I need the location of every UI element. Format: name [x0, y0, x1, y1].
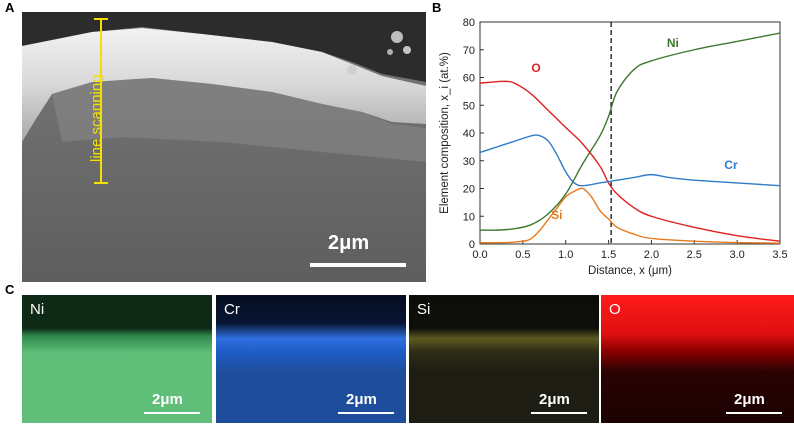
element-map-scale-bar — [726, 412, 782, 414]
element-map-label: Cr — [224, 301, 240, 318]
x-tick-label: 3.5 — [772, 249, 787, 261]
series-label-si: Si — [551, 208, 562, 222]
panel-letter-a: A — [5, 0, 15, 15]
line-scan-label: line scanning — [88, 74, 105, 162]
y-axis-label: Element composition, x_i (at.%) — [439, 52, 451, 214]
y-tick-label: 30 — [463, 156, 475, 168]
x-tick-label: 0.5 — [515, 249, 530, 261]
element-map-scale-bar — [531, 412, 587, 414]
line-scan-cap-top — [94, 18, 108, 20]
y-tick-label: 60 — [463, 73, 475, 85]
line-scan-marker — [100, 18, 102, 184]
element-map-label: Ni — [30, 301, 45, 318]
chart-axes: 0.0 0.5 1.0 1.5 2.0 2.5 3.0 3.5 0 10 20 30 40 50 60 70 8… — [463, 17, 788, 261]
series-line-ni — [479, 32, 781, 231]
series-label-ni: Ni — [667, 36, 679, 50]
element-map-label: O — [609, 301, 621, 318]
x-tick-label: 2.0 — [644, 249, 659, 261]
series-line-cr — [479, 134, 781, 187]
element-map-ni: Ni 2μm — [22, 295, 212, 423]
plot-frame — [479, 21, 781, 245]
line-scan-cap-bottom — [94, 182, 108, 184]
y-tick-label: 80 — [463, 17, 475, 29]
element-map-scale-label: 2μm — [539, 391, 570, 408]
sem-scale-bar — [310, 263, 406, 267]
x-axis-label: Distance, x (μm) — [588, 265, 672, 277]
y-tick-label: 0 — [469, 239, 475, 251]
x-tick-label: 1.0 — [558, 249, 573, 261]
element-map-cr: Cr 2μm — [216, 295, 406, 423]
element-map-label: Si — [417, 301, 431, 318]
series-line-si — [479, 187, 781, 244]
series-line-o — [479, 80, 781, 242]
panel-letter-c: C — [5, 282, 15, 297]
element-map-scale-label: 2μm — [152, 391, 183, 408]
element-map-scale-label: 2μm — [346, 391, 377, 408]
series-label-o: O — [531, 61, 540, 75]
x-tick-label: 3.0 — [729, 249, 744, 261]
sem-image-drawing — [22, 12, 426, 282]
x-tick-label: 0.0 — [472, 249, 487, 261]
series-label-cr: Cr — [724, 158, 738, 172]
element-map-scale-bar — [338, 412, 394, 414]
composition-chart: 0.0 0.5 1.0 1.5 2.0 2.5 3.0 3.5 0 10 20 30 40 50 60 70 8… — [439, 17, 788, 277]
y-tick-label: 20 — [463, 184, 475, 196]
y-tick-label: 10 — [463, 211, 475, 223]
y-tick-label: 40 — [463, 128, 475, 140]
element-map-si: Si 2μm — [409, 295, 599, 423]
sem-image: line scanning 2μm — [22, 12, 426, 282]
y-tick-label: 50 — [463, 100, 475, 112]
chart-series: Ni O Cr Si — [479, 32, 781, 244]
element-map-scale-bar — [144, 412, 200, 414]
panel-letter-b: B — [432, 0, 442, 15]
x-tick-label: 2.5 — [687, 249, 702, 261]
element-map-scale-label: 2μm — [734, 391, 765, 408]
sem-scale-label: 2μm — [328, 232, 370, 254]
y-tick-label: 70 — [463, 45, 475, 57]
element-map-o: O 2μm — [601, 295, 794, 423]
x-tick-label: 1.5 — [601, 249, 616, 261]
